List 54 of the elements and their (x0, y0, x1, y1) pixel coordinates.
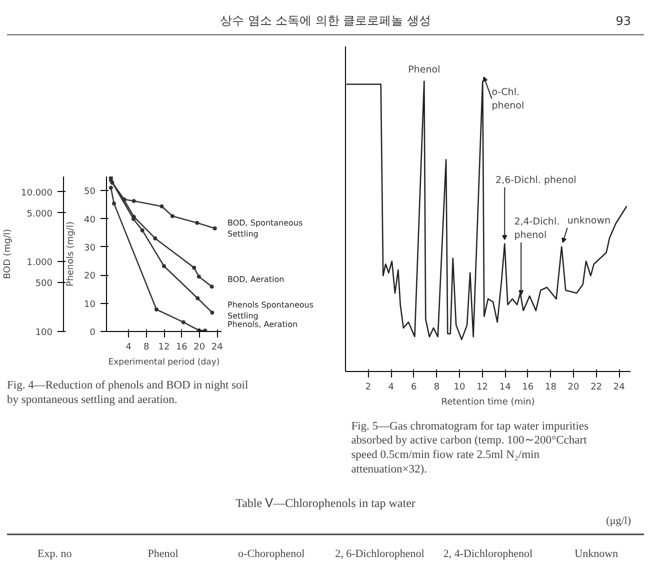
y-tick-label: 0 (90, 328, 96, 338)
x-tick-label: 20 (194, 342, 206, 352)
series-label: BOD, Spontaneous Settling (228, 218, 303, 238)
series-label: Phenols Spontaneous Settling (228, 300, 314, 321)
y-tick-label: 30 (84, 243, 96, 254)
x-tick-label: 14 (499, 382, 512, 392)
y2-tick-label: 100 (35, 328, 53, 338)
text: Phenols, Aeration (228, 320, 298, 330)
series-label: BOD, Aeration (228, 275, 284, 284)
annotation: Phenol (408, 64, 440, 76)
text: Exp. no (38, 548, 72, 560)
annotation: 2,6-Dichl. phenol (496, 174, 576, 186)
x-axis-title: Retention time (min) (441, 398, 535, 408)
y2-axis-title: BOD (mg/l) (3, 229, 14, 279)
text: 93 (616, 14, 632, 28)
y-tick-label: 50 (84, 187, 96, 198)
x-tick-label: 12 (476, 382, 488, 392)
annotation: 2,4-Dichl. phenol (514, 216, 560, 241)
x-tick-label: 24 (211, 342, 224, 352)
y2-tick-label: 500 (35, 279, 53, 290)
x-tick-label: 12 (158, 342, 170, 352)
text: Phenol (148, 548, 178, 560)
x-tick-label: 8 (143, 342, 150, 352)
text: Table Ⅴ—Chlorophenols in tap water (236, 496, 416, 510)
y-tick-label: 40 (84, 215, 96, 226)
y2-tick-label: 1.000 (26, 258, 53, 268)
y2-tick-label: 10.000 (21, 188, 53, 198)
x-tick-label: 20 (568, 382, 580, 392)
text: Fig. 4—Reduction of phenols and BOD in night soil by spontaneous settling and aeration. (7, 380, 248, 406)
text: o-Chorophenol (238, 548, 305, 560)
x-tick-label: 8 (434, 382, 440, 392)
x-tick-label: 18 (544, 382, 557, 392)
x-tick-label: 24 (613, 382, 626, 392)
text: 2, 4-Dichlorophenol (443, 548, 533, 560)
x-tick-label: 6 (411, 382, 418, 392)
x-tick-label: 4 (388, 382, 394, 392)
x-tick-label: 22 (590, 382, 602, 392)
y2-tick-label: 5.000 (26, 209, 53, 220)
y-axis-title: Phenols (mg/l) (66, 222, 76, 286)
text: (μg/l) (606, 515, 632, 528)
x-axis-title: Experimental period (day) (108, 358, 220, 368)
text: Unknown (574, 548, 619, 560)
x-tick-label: 10 (454, 382, 466, 392)
text: Fig. 5—Gas chromatogram for tap water impurities absorbed by active carbon (temp. 100∼200°Cchart speed 0.5cm/min fiow rate 2.5ml N₂/min attenuation×32). (351, 420, 590, 476)
y-tick-label: 20 (84, 272, 96, 282)
x-tick-label: 16 (176, 342, 188, 352)
text: 상수 염소 소독에 의한 클로로페놀 생성 (220, 13, 432, 28)
text: 2, 6-Dichlorophenol (335, 548, 424, 560)
annotation: o-Chl. phenol (492, 87, 524, 112)
y-tick-label: 10 (84, 300, 96, 310)
x-tick-label: 4 (126, 342, 132, 352)
annotation: unknown (567, 215, 611, 226)
x-tick-label: 2 (365, 382, 372, 392)
x-tick-label: 16 (522, 382, 534, 392)
